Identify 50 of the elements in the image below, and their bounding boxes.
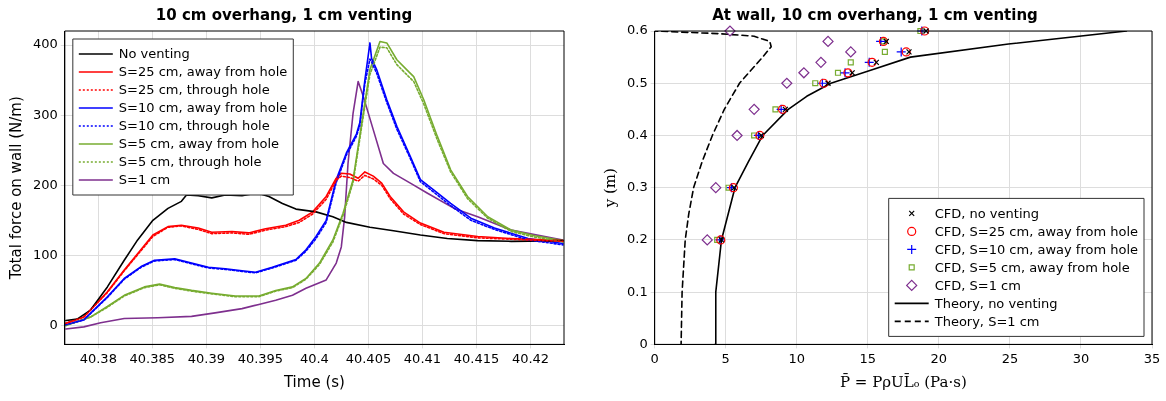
x-tick-label: 30 xyxy=(1072,350,1090,366)
legend-label: S=5 cm, away from hole xyxy=(118,136,280,152)
x-tick-label: 40.385 xyxy=(129,350,176,366)
y-tick-label: 0.1 xyxy=(626,283,648,299)
legend-label: Theory, no venting xyxy=(933,295,1058,311)
y-tick-label: 0 xyxy=(49,316,58,332)
y-tick-label: 0.3 xyxy=(626,179,648,195)
y-tick-label: 400 xyxy=(32,36,58,52)
x-tick-label: 15 xyxy=(859,350,877,366)
x-tick-label: 40.405 xyxy=(345,350,392,366)
x-tick-label: 40.395 xyxy=(237,350,284,366)
x-tick-label: 5 xyxy=(721,350,730,366)
chart-title: 10 cm overhang, 1 cm venting xyxy=(155,5,413,24)
y-tick-label: 0.5 xyxy=(626,74,648,90)
legend-label: CFD, S=25 cm, away from hole xyxy=(934,223,1139,239)
x-tick-label: 35 xyxy=(1143,350,1161,366)
x-tick-label: 25 xyxy=(1001,350,1019,366)
legend-label: CFD, S=1 cm xyxy=(934,277,1021,293)
y-tick-label: 0.6 xyxy=(626,22,648,38)
y-tick-label: 100 xyxy=(32,246,58,262)
y-axis-title: Total force on wall (N/m) xyxy=(6,96,25,281)
y-tick-label: 0 xyxy=(639,335,648,351)
y-tick-label: 0.2 xyxy=(626,231,648,247)
chart-title: At wall, 10 cm overhang, 1 cm venting xyxy=(712,5,1038,24)
y-tick-label: 200 xyxy=(32,176,58,192)
legend-label: CFD, no venting xyxy=(934,205,1039,221)
legend-label: No venting xyxy=(118,46,190,62)
legend-label: S=1 cm xyxy=(118,172,171,188)
x-tick-label: 40.39 xyxy=(187,350,225,366)
legend-label: S=10 cm, through hole xyxy=(118,118,270,134)
x-axis-title: P̄ = PρUL̄ₒ (Pa·s) xyxy=(839,372,967,391)
y-tick-label: 0.4 xyxy=(626,126,648,142)
x-tick-label: 20 xyxy=(930,350,948,366)
legend-label: Theory, S=1 cm xyxy=(933,313,1040,329)
x-tick-label: 0 xyxy=(650,350,659,366)
x-tick-label: 40.42 xyxy=(511,350,550,366)
x-axis-title: Time (s) xyxy=(282,372,345,391)
y-axis-title: y (m) xyxy=(600,168,619,209)
x-tick-label: 10 xyxy=(788,350,806,366)
legend-label: S=25 cm, through hole xyxy=(118,82,270,98)
x-tick-label: 40.4 xyxy=(299,350,329,366)
legend-label: S=25 cm, away from hole xyxy=(118,64,288,80)
x-tick-label: 40.38 xyxy=(79,350,117,366)
legend-label: CFD, S=5 cm, away from hole xyxy=(934,259,1130,275)
x-tick-label: 40.415 xyxy=(453,350,500,366)
legend-label: S=5 cm, through hole xyxy=(118,154,262,170)
legend-label: CFD, S=10 cm, away from hole xyxy=(934,241,1139,257)
x-tick-label: 40.41 xyxy=(403,350,442,366)
legend-label: S=10 cm, away from hole xyxy=(118,100,288,116)
y-tick-label: 300 xyxy=(32,106,58,122)
